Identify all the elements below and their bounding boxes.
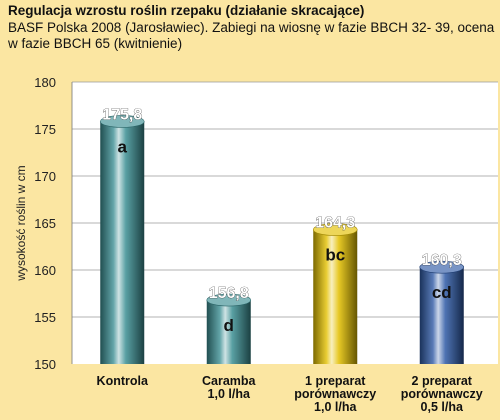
bar-top-cap xyxy=(99,115,145,128)
y-tick-label: 175 xyxy=(34,122,56,137)
y-tick-label: 170 xyxy=(34,169,56,184)
bar-value-label: 175,8 xyxy=(102,106,142,123)
bar-top-cap xyxy=(312,223,358,236)
bar-value-label: 156,8 xyxy=(209,285,249,302)
bar-group-label: bc xyxy=(325,246,345,265)
chart-title: Regulacja wzrostu roślin rzepaku (działa… xyxy=(8,3,365,18)
x-category-label: 1 preparat xyxy=(305,374,366,388)
x-category-label: 1,0 l/ha xyxy=(314,400,357,414)
bar-group-label: a xyxy=(118,137,128,156)
x-category-label: 0,5 l/ha xyxy=(421,400,464,414)
x-category-label: porównawczy xyxy=(401,387,483,401)
bar xyxy=(100,121,145,364)
y-tick-label: 155 xyxy=(34,310,56,325)
bar-value-label: 160,3 xyxy=(422,252,462,269)
bar xyxy=(313,229,358,364)
bar xyxy=(206,300,251,364)
y-tick-label: 150 xyxy=(34,357,56,372)
bar-top-cap xyxy=(419,260,465,274)
chart-subtitle: BASF Polska 2008 (Jarosławiec). Zabiegi … xyxy=(8,20,495,51)
x-category-label: Kontrola xyxy=(97,374,149,388)
bar-group-label: cd xyxy=(432,283,452,302)
x-category-label: Caramba xyxy=(202,374,257,388)
y-axis-label: wysokość roślin w cm xyxy=(14,165,28,281)
bar-top-cap xyxy=(206,293,252,307)
y-tick-label: 165 xyxy=(34,216,56,231)
x-category-label: porównawczy xyxy=(294,387,376,401)
bar-group-label: d xyxy=(224,316,234,335)
y-axis-ticks: 150 155 160 165 170 175 180 xyxy=(34,75,56,372)
x-category-label: 2 preparat xyxy=(412,374,473,388)
x-category-label: 1,0 l/ha xyxy=(208,387,251,401)
bar-value-label: 164,3 xyxy=(315,215,355,232)
y-tick-label: 160 xyxy=(34,263,56,278)
bar xyxy=(419,267,464,364)
bars: 175,8 a 156,8 d 164,3 bc 160,3 cd xyxy=(99,106,465,364)
y-tick-label: 180 xyxy=(34,75,56,90)
